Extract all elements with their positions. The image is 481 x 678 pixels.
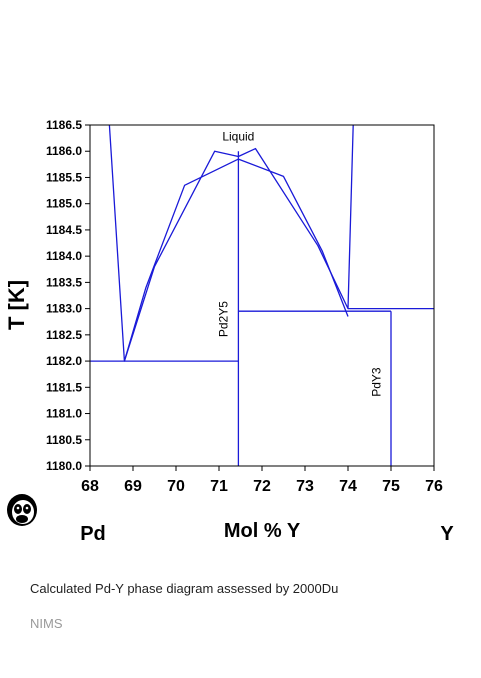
phase-label: Pd2Y5 bbox=[217, 301, 231, 337]
x-tick-label: 74 bbox=[339, 478, 357, 495]
phase-boundaries bbox=[90, 124, 434, 466]
y-tick-label: 1183.5 bbox=[46, 275, 82, 289]
y-tick-label: 1185.0 bbox=[46, 197, 82, 211]
y-tick-label: 1186.5 bbox=[46, 118, 82, 132]
y-tick-label: 1181.5 bbox=[46, 380, 82, 394]
phase-label: PdY3 bbox=[369, 367, 383, 397]
y-tick-label: 1186.0 bbox=[46, 144, 82, 158]
y-tick-label: 1185.5 bbox=[46, 170, 82, 184]
figure-caption: Calculated Pd-Y phase diagram assessed b… bbox=[30, 581, 339, 596]
y-tick-label: 1180.5 bbox=[46, 433, 82, 447]
plot-frame bbox=[89, 124, 435, 467]
phase-label: Liquid bbox=[222, 130, 254, 144]
y-tick-label: 1184.5 bbox=[46, 223, 82, 237]
y-tick-label: 1182.0 bbox=[46, 354, 82, 368]
x-tick-label: 71 bbox=[210, 478, 228, 495]
phase-boundary-line bbox=[123, 124, 354, 362]
x-tick-label: 73 bbox=[296, 478, 314, 495]
y-tick-label: 1183.0 bbox=[46, 302, 82, 316]
panda-icon bbox=[7, 494, 37, 526]
y-tick-label: 1180.0 bbox=[46, 459, 82, 473]
y-axis-ticks: 1180.0 1180.5 1181.0 1181.5 1182.0 1182.5 1183… bbox=[46, 118, 90, 473]
x-axis-ticks: 68 69 70 71 72 73 74 75 76 bbox=[81, 466, 443, 495]
y-tick-label: 1181.0 bbox=[46, 407, 82, 421]
y-tick-label: 1182.5 bbox=[46, 328, 82, 342]
credit-label: NIMS bbox=[30, 616, 63, 631]
y-tick-label: 1184.0 bbox=[46, 249, 82, 263]
y-axis-label: T [K] bbox=[4, 280, 29, 330]
x-tick-label: 72 bbox=[253, 478, 271, 495]
x-tick-label: 69 bbox=[124, 478, 142, 495]
x-tick-label: 68 bbox=[81, 478, 99, 495]
x-tick-label: 75 bbox=[382, 478, 400, 495]
x-axis-label: Mol % Y bbox=[224, 520, 301, 542]
x-tick-label: 70 bbox=[167, 478, 185, 495]
phase-annotations: Liquid Pd2Y5 PdY3 bbox=[217, 130, 384, 397]
x-tick-label: 76 bbox=[425, 478, 443, 495]
left-element-label: Pd bbox=[80, 523, 106, 545]
right-element-label: Y bbox=[440, 523, 454, 545]
